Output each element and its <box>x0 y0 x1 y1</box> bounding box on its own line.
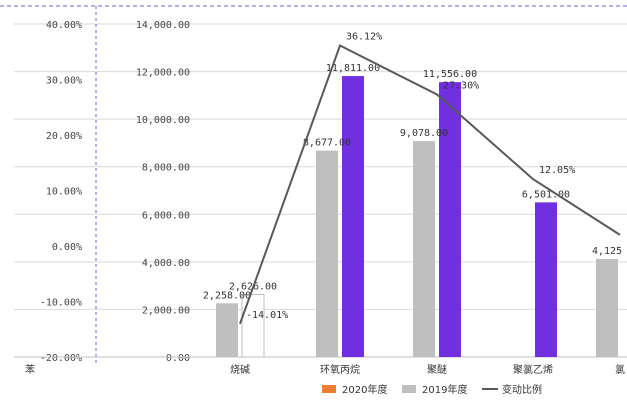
bar-other-value-label: 11,556.00 <box>423 69 477 80</box>
line-value-label: 36.12% <box>346 32 382 43</box>
bar-2019-value-label: 9,078.00 <box>400 128 448 139</box>
left-axis-tick-label: 8,000.00 <box>142 163 190 174</box>
line-series-change-ratio <box>239 44 621 325</box>
left-axis-tick-label: 14,000.00 <box>136 20 190 31</box>
legend-swatch <box>402 385 416 393</box>
line-value-label: 27.30% <box>443 80 479 91</box>
left-axis-tick-label: 6,000.00 <box>142 210 190 221</box>
bar-other <box>342 76 364 357</box>
bar-other <box>439 82 461 357</box>
line-value-label: 12.05% <box>539 165 575 176</box>
left-axis-tick-label: 0.00 <box>166 353 190 364</box>
bar-2019 <box>596 258 618 357</box>
bar-other-value-label: 11,811.00 <box>326 63 380 74</box>
category-label: 环氧丙烷 <box>320 363 360 376</box>
legend-swatch <box>322 385 336 393</box>
bar-2019-value-label: 2,258.00 <box>203 290 251 301</box>
left-axis-tick-label: 2,000.00 <box>142 305 190 316</box>
left-axis-tick-label: 4,000.00 <box>142 258 190 269</box>
left-axis-tick-label: 12,000.00 <box>136 68 190 79</box>
right-axis-tick-label: 10.00% <box>46 187 82 198</box>
bar-other-value-label: 6,501.00 <box>522 189 570 200</box>
right-axis-tick-label: -20.00% <box>40 353 82 364</box>
bar-other <box>241 294 265 358</box>
bar-other <box>535 202 557 357</box>
category-label: 聚醚 <box>427 363 447 376</box>
bar-2019 <box>413 141 435 357</box>
category-label: 苯 <box>25 363 35 376</box>
bar-2019-value-label: 4,125 <box>592 246 622 257</box>
category-label: 聚氯乙烯 <box>513 363 553 376</box>
category-label: 氯 <box>615 363 625 376</box>
right-axis-tick-label: 20.00% <box>46 131 82 142</box>
right-axis-tick-label: 30.00% <box>46 76 82 87</box>
left-axis-tick-label: 10,000.00 <box>136 115 190 126</box>
bar-2019 <box>316 150 338 357</box>
right-axis-tick-label: 40.00% <box>46 20 82 31</box>
legend-label: 变动比例 <box>502 383 542 396</box>
category-label: 烧碱 <box>230 363 250 376</box>
legend-label: 2019年度 <box>422 383 467 396</box>
right-axis-tick-label: -10.00% <box>40 298 82 309</box>
line-value-label: -14.01% <box>246 310 288 321</box>
right-axis-tick-label: 0.00% <box>52 242 82 253</box>
legend-label: 2020年度 <box>342 383 387 396</box>
bar-2019-value-label: 8,677.00 <box>303 138 351 149</box>
bar-2019 <box>216 303 238 357</box>
